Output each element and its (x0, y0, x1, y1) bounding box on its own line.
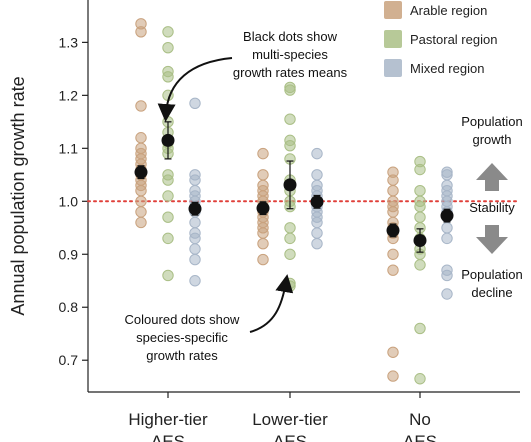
species-point (311, 169, 323, 181)
species-point (387, 206, 399, 218)
mean-point (386, 223, 400, 237)
species-point (257, 169, 269, 181)
legend-swatch (384, 30, 402, 48)
side-labels: Population growth Stability Population decli… (461, 114, 522, 300)
mean-point (283, 178, 297, 192)
annotation-arrow-black-dots (157, 57, 233, 122)
species-point (284, 232, 296, 245)
species-point (135, 100, 147, 112)
species-point (311, 227, 323, 239)
annotations: Black dots show multi-species growth rates… (125, 29, 348, 363)
side-label-growth: Population growth (461, 114, 522, 147)
mean-point (256, 201, 270, 215)
species-point (441, 269, 453, 282)
species-point (135, 185, 147, 197)
species-point (189, 174, 201, 186)
species-point (311, 147, 323, 160)
species-point (387, 346, 399, 358)
species-point (387, 370, 399, 382)
y-tick-label: 0.9 (59, 246, 79, 262)
species-point (284, 222, 296, 234)
mean-point (310, 195, 324, 209)
species-point (162, 26, 174, 38)
species-point (162, 232, 174, 245)
species-point (414, 163, 426, 176)
species-point (284, 84, 296, 96)
species-point (387, 185, 399, 197)
species-point (189, 232, 201, 245)
y-tick-label: 1.0 (59, 193, 79, 209)
x-tick-label: Higher-tier AES (128, 410, 208, 442)
species-point (189, 243, 201, 255)
mean-point (161, 133, 175, 147)
mean-point (134, 165, 148, 179)
species-point (257, 147, 269, 160)
legend-label: Pastoral region (410, 32, 497, 47)
y-tick-label: 1.2 (59, 87, 79, 103)
x-tick-label: Lower-tier AES (252, 410, 328, 442)
mean-point (440, 209, 454, 223)
species-point (162, 269, 174, 282)
side-label-decline: Population decline (461, 267, 522, 300)
species-point (162, 211, 174, 223)
species-point (414, 200, 426, 213)
legend-label: Mixed region (410, 61, 484, 76)
side-label-stability: Stability (469, 200, 515, 215)
species-point (414, 185, 426, 197)
species-point (284, 113, 296, 125)
species-point (135, 26, 147, 38)
species-point (189, 253, 201, 266)
y-tick-label: 0.7 (59, 352, 79, 368)
species-point (414, 211, 426, 223)
species-point (257, 237, 269, 250)
y-axis-label: Annual population growth rate (8, 76, 28, 315)
species-point (135, 206, 147, 218)
species-point (189, 275, 201, 287)
y-tick-label: 1.1 (59, 140, 79, 156)
species-point (311, 216, 323, 229)
species-point (135, 216, 147, 229)
species-point (441, 288, 453, 300)
legend-label: Arable region (410, 3, 487, 18)
arrow-up-icon (476, 163, 508, 191)
axes: 0.7 0.8 0.9 1.0 1.1 1.2 1.3 Higher-tier AES Lower… (8, 0, 521, 442)
legend-swatch (384, 59, 402, 77)
species-point (257, 253, 269, 266)
mean-point (413, 233, 427, 247)
species-point (387, 248, 399, 260)
species-point (414, 259, 426, 271)
species-point (387, 264, 399, 276)
species-point (414, 322, 426, 335)
annotation-coloured-dots: Coloured dots show species-specific growth… (125, 312, 241, 363)
annotation-black-dots: Black dots show multi-species growth rates… (233, 29, 348, 80)
species-point (441, 222, 453, 234)
species-point (162, 41, 174, 54)
species-point (162, 190, 174, 202)
species-point (162, 174, 174, 186)
arrow-down-icon (476, 225, 508, 254)
mean-points (134, 121, 454, 253)
legend-swatch (384, 1, 402, 19)
species-point (284, 248, 296, 260)
species-point (441, 169, 453, 181)
y-tick-label: 1.3 (59, 34, 79, 50)
species-point (135, 132, 147, 144)
species-point (311, 237, 323, 250)
species-point (414, 373, 426, 385)
species-point (189, 97, 201, 109)
species-point (441, 232, 453, 245)
x-tick-label: No AES (403, 410, 437, 442)
species-point (189, 216, 201, 229)
legend: Arable region Pastoral region Mixed region (384, 1, 497, 77)
species-point (284, 139, 296, 152)
annotation-arrow-coloured-dots (249, 274, 294, 333)
species-point (257, 227, 269, 239)
species-point (387, 174, 399, 186)
mean-point (188, 202, 202, 216)
species-point (162, 71, 174, 83)
y-tick-label: 0.8 (59, 299, 79, 315)
species-point (135, 195, 147, 207)
